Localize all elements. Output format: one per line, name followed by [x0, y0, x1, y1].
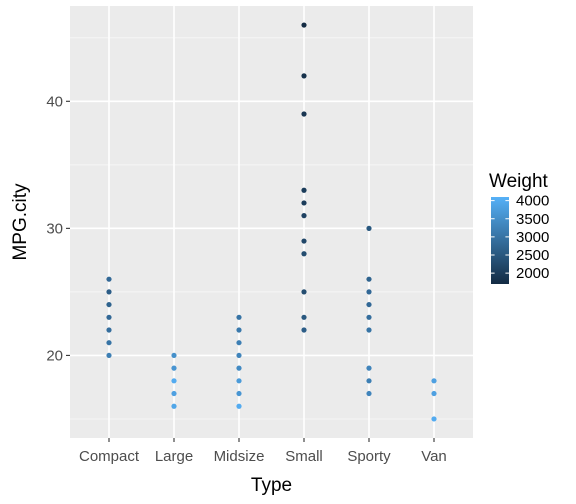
legend-colorbar	[491, 197, 509, 284]
data-point	[236, 352, 242, 359]
data-point	[366, 327, 372, 333]
data-point	[106, 301, 112, 308]
data-point	[366, 225, 372, 231]
data-point	[301, 213, 307, 219]
plot-panel	[70, 6, 473, 438]
minor-gridlines	[70, 37, 473, 420]
legend-tick-label: 3500	[516, 211, 549, 228]
data-point	[236, 390, 242, 397]
x-axis-ticks: Compact Large Midsize Small Sporty Van	[79, 438, 447, 465]
data-point	[106, 314, 112, 320]
data-point	[301, 289, 307, 295]
data-point	[301, 73, 307, 79]
x-tick-label: Small	[285, 448, 323, 465]
data-point	[171, 365, 177, 371]
x-tick-label: Van	[421, 448, 447, 465]
y-tick-label: 20	[46, 347, 63, 364]
data-point	[301, 111, 307, 117]
x-tick-label: Large	[155, 448, 193, 465]
data-point	[301, 238, 307, 244]
data-point	[106, 352, 112, 359]
data-point	[301, 22, 307, 28]
x-tick-label: Midsize	[214, 448, 265, 465]
data-point	[171, 390, 177, 397]
data-point	[106, 327, 112, 333]
data-point	[431, 416, 437, 422]
x-tick-label: Sporty	[347, 448, 391, 465]
data-point	[236, 340, 242, 346]
data-points	[106, 22, 437, 422]
x-axis-title: Type	[251, 475, 292, 496]
data-point	[301, 200, 307, 206]
legend-tick-label: 3000	[516, 229, 549, 246]
data-point	[366, 390, 372, 397]
data-point	[236, 314, 242, 320]
data-point	[366, 378, 372, 384]
data-point	[106, 289, 112, 295]
y-tick-label: 40	[46, 93, 63, 110]
data-point	[431, 390, 437, 397]
data-point	[366, 276, 372, 282]
data-point	[106, 340, 112, 346]
y-tick-label: 30	[46, 220, 63, 237]
legend-tick-label: 4000	[516, 193, 549, 210]
legend-tick-label: 2500	[516, 247, 549, 264]
data-point	[366, 365, 372, 371]
data-point	[236, 403, 242, 409]
data-point	[366, 314, 372, 320]
data-point	[366, 301, 372, 308]
data-point	[171, 352, 177, 359]
y-axis-ticks: 20 30 40	[46, 93, 70, 364]
data-point	[431, 378, 437, 384]
y-axis-title: MPG.city	[10, 183, 31, 261]
data-point	[236, 327, 242, 333]
data-point	[171, 403, 177, 409]
data-point	[301, 327, 307, 333]
legend-title: Weight	[489, 171, 549, 192]
x-tick-label: Compact	[79, 448, 140, 465]
data-point	[236, 365, 242, 371]
data-point	[301, 187, 307, 193]
data-point	[301, 314, 307, 320]
data-point	[171, 378, 177, 384]
data-point	[366, 289, 372, 295]
data-point	[301, 251, 307, 257]
data-point	[236, 378, 242, 384]
data-point	[106, 276, 112, 282]
legend-tick-label: 2000	[516, 265, 549, 282]
